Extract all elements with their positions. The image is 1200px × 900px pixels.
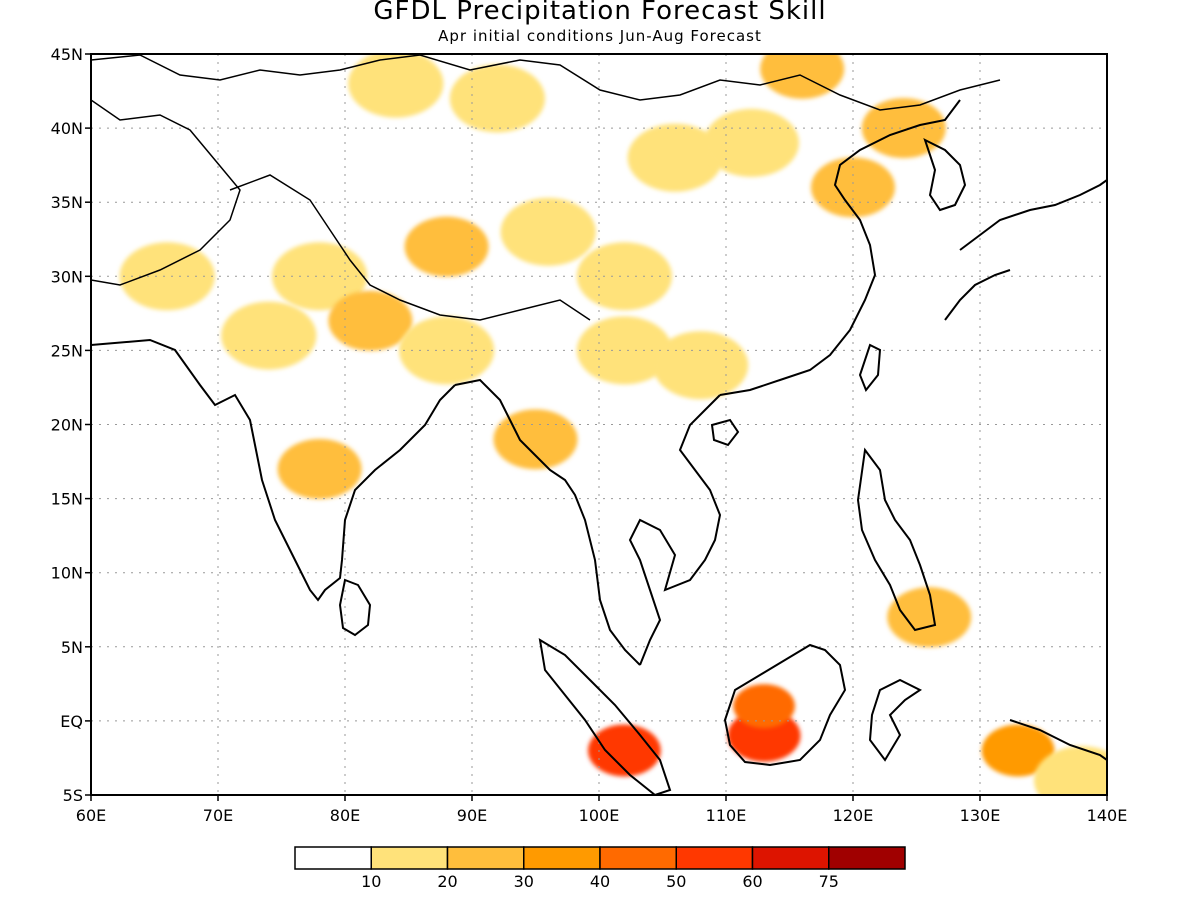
colorbar-swatch bbox=[370, 846, 449, 870]
colorbar-swatch bbox=[751, 846, 830, 870]
coastline-borneo bbox=[723, 643, 847, 767]
coastline-new-guinea bbox=[1009, 719, 1107, 761]
colorbar-swatch bbox=[523, 846, 601, 870]
skill-region bbox=[861, 98, 946, 159]
x-tick-label: 140E bbox=[1087, 806, 1128, 825]
x-tick-label: 60E bbox=[76, 806, 106, 825]
skill-region bbox=[449, 64, 545, 133]
coastline-philippines bbox=[856, 447, 937, 632]
skill-region bbox=[272, 242, 368, 311]
y-tick-label: 35N bbox=[51, 193, 83, 212]
axis-labels: 60E 70E 80E 90E 100E 110E 120E 130E 140E 5S EQ 5N 10… bbox=[51, 45, 1128, 825]
skill-region bbox=[328, 290, 413, 351]
y-tick-label: 5N bbox=[61, 638, 83, 657]
skill-shading-layer bbox=[119, 54, 1107, 795]
coastline-korea bbox=[923, 138, 967, 212]
gridlines bbox=[91, 54, 1107, 795]
x-tick-label: 70E bbox=[203, 806, 233, 825]
coastline-china bbox=[719, 99, 961, 396]
border-himalaya bbox=[229, 174, 591, 321]
y-tick-label: 40N bbox=[51, 119, 83, 138]
y-tick-label: 25N bbox=[51, 341, 83, 360]
colorbar-label: 40 bbox=[590, 872, 610, 891]
x-tick-label: 80E bbox=[330, 806, 360, 825]
colorbar-label: 50 bbox=[666, 872, 686, 891]
skill-region bbox=[733, 684, 795, 729]
skill-region bbox=[1034, 746, 1107, 795]
skill-region bbox=[627, 123, 723, 192]
coastline-indochina bbox=[628, 394, 722, 666]
colorbar-swatch bbox=[675, 846, 754, 870]
colorbar-label: 10 bbox=[361, 872, 381, 891]
x-tick-label: 130E bbox=[960, 806, 1001, 825]
coastline-sumatra bbox=[538, 638, 672, 795]
coastline-sri-lanka bbox=[338, 578, 372, 637]
coastline-taiwan bbox=[858, 343, 882, 392]
skill-region bbox=[493, 409, 578, 470]
skill-region bbox=[576, 242, 673, 311]
colorbar-swatch bbox=[599, 846, 677, 870]
skill-region bbox=[119, 242, 215, 311]
skill-region bbox=[399, 316, 495, 385]
colorbar-swatch bbox=[828, 846, 906, 870]
x-tick-label: 110E bbox=[706, 806, 747, 825]
skill-region bbox=[653, 331, 749, 400]
skill-region bbox=[500, 197, 596, 266]
x-tick-label: 120E bbox=[833, 806, 874, 825]
y-tick-label: 30N bbox=[51, 267, 83, 286]
coastline-myanmar bbox=[454, 378, 641, 666]
y-tick-label: 5S bbox=[63, 786, 83, 805]
skill-region bbox=[760, 54, 845, 99]
colorbar: 10 20 30 40 50 60 75 bbox=[294, 846, 906, 891]
y-tick-label: 45N bbox=[51, 45, 83, 64]
coastline-layer bbox=[91, 54, 1107, 795]
skill-region bbox=[703, 108, 800, 177]
coastline-sulawesi bbox=[868, 678, 922, 762]
map-subtitle: Apr initial conditions Jun-Aug Forecast bbox=[438, 27, 762, 45]
x-tick-label: 90E bbox=[457, 806, 487, 825]
colorbar-swatch bbox=[446, 846, 525, 870]
map-title: GFDL Precipitation Forecast Skill bbox=[373, 0, 827, 26]
coastline-hainan bbox=[710, 418, 740, 447]
skill-region bbox=[981, 724, 1055, 777]
skill-region bbox=[576, 316, 673, 385]
skill-region bbox=[348, 54, 444, 118]
y-tick-label: 15N bbox=[51, 490, 83, 509]
skill-region bbox=[277, 438, 362, 499]
colorbar-label: 60 bbox=[742, 872, 762, 891]
skill-region bbox=[811, 157, 895, 218]
colorbar-label: 30 bbox=[514, 872, 534, 891]
y-tick-label: EQ bbox=[60, 712, 83, 731]
colorbar-label: 20 bbox=[437, 872, 457, 891]
skill-region bbox=[221, 301, 317, 370]
y-tick-label: 20N bbox=[51, 416, 83, 435]
colorbar-label: 75 bbox=[819, 872, 839, 891]
coastline-japan-south bbox=[944, 269, 1011, 321]
y-tick-label: 10N bbox=[51, 564, 83, 583]
skill-region bbox=[887, 587, 972, 648]
coastline-japan bbox=[959, 179, 1107, 251]
border-west bbox=[91, 99, 241, 286]
skill-region bbox=[404, 216, 489, 277]
coastline-india bbox=[91, 338, 456, 602]
x-tick-label: 100E bbox=[579, 806, 620, 825]
colorbar-swatch bbox=[294, 846, 372, 870]
border-north bbox=[91, 54, 1001, 111]
